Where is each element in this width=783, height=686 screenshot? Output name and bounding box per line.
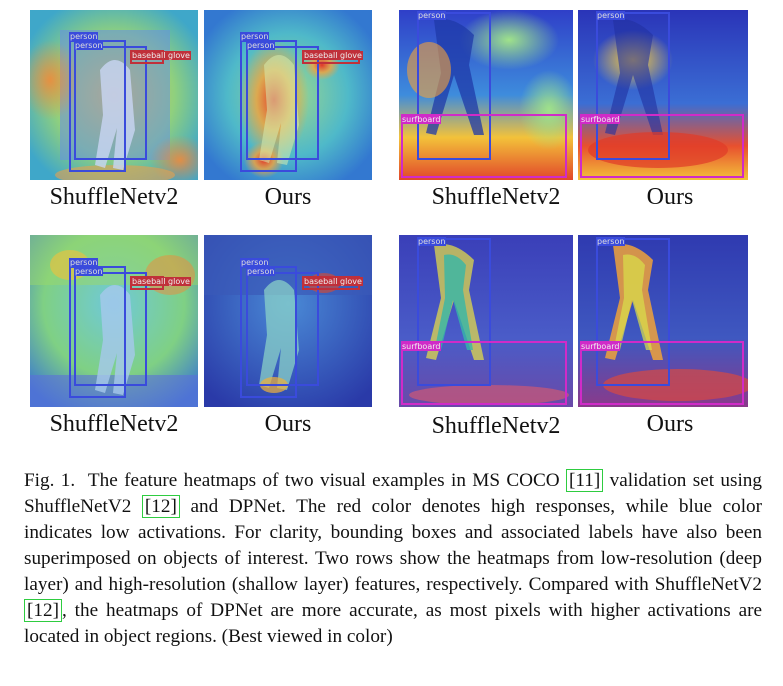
bbox-surfboard [580,341,744,405]
caption-text: and DPNet. The red color denotes high re… [24,496,763,595]
bbox-person [74,46,147,160]
bbox-person [246,46,319,160]
caption-text: The feature heatmaps of two visual examp… [87,470,567,491]
bbox-label: surfboard [401,115,442,124]
bbox-person [417,12,491,160]
bbox-label: person [596,237,626,246]
panel-caption: ShuffleNetv2 [431,184,561,210]
heatmap-panel-bottom-right-ours: person surfboard [578,235,748,407]
panel-caption: Ours [264,184,312,210]
caption-text: validation set using ShuffleNetV2 [24,470,762,517]
bbox-label: person [246,267,276,276]
bbox-label: person [74,267,104,276]
citation-link[interactable]: [12] [141,495,180,518]
figure-label: Fig. 1. [24,470,76,491]
bbox-surfboard [401,341,567,405]
bbox-person [417,238,491,386]
bbox-label: person [246,41,276,50]
panel-caption: Ours [646,411,694,437]
bbox-label: surfboard [580,115,621,124]
panel-caption: ShuffleNetv2 [49,411,179,437]
heatmap-panel-top-left-shufflenet: person person baseball glove [30,10,198,180]
bbox-label: person [74,41,104,50]
panel-caption: ShuffleNetv2 [49,184,179,210]
citation-link[interactable]: [11] [566,469,604,492]
bbox-label: person [69,258,99,267]
bbox-label: baseball glove [303,277,363,286]
heatmap-panel-top-left-ours: person person baseball glove [204,10,372,180]
bbox-surfboard [580,114,744,178]
bbox-person [246,272,319,386]
figure-caption: Fig. 1. The feature heatmaps of two visu… [24,468,762,650]
bbox-label: baseball glove [303,51,363,60]
bbox-person [74,272,147,386]
bbox-person [596,238,670,386]
bbox-label: person [417,11,447,20]
citation-link[interactable]: [12] [24,599,62,622]
panel-caption: ShuffleNetv2 [431,413,561,439]
bbox-label: person [240,32,270,41]
bbox-label: person [596,11,626,20]
panel-caption: Ours [646,184,694,210]
bbox-person [596,12,670,160]
heatmap-panel-bottom-left-ours: person person baseball glove [204,235,372,407]
bbox-surfboard [401,114,567,178]
panel-caption: Ours [264,411,312,437]
bbox-label: baseball glove [131,51,191,60]
bbox-label: baseball glove [131,277,191,286]
heatmap-panel-bottom-right-shufflenet: person surfboard [399,235,573,407]
bbox-label: person [240,258,270,267]
heatmap-panel-bottom-left-shufflenet: person person baseball glove [30,235,198,407]
caption-text: , the heatmaps of DPNet are more accurat… [24,600,762,647]
bbox-label: surfboard [401,342,442,351]
heatmap-panel-top-right-shufflenet: person surfboard [399,10,573,180]
heatmap-panel-top-right-ours: person surfboard [578,10,748,180]
bbox-label: surfboard [580,342,621,351]
bbox-label: person [69,32,99,41]
bbox-label: person [417,237,447,246]
